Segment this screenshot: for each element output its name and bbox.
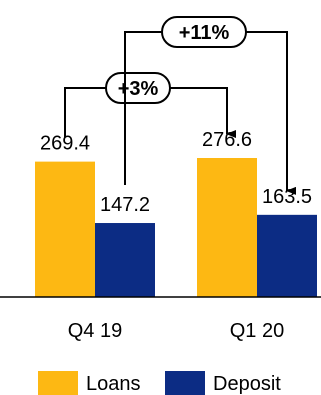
growth-annotations-layer: +3% +11% xyxy=(64,16,296,195)
data-label-loans-q1-20: 276.6 xyxy=(202,129,252,151)
data-labels-layer: 269.4 276.6 147.2 163.5 xyxy=(40,129,312,216)
legend: Loans Deposit xyxy=(38,371,281,395)
bar-loans-q4-19 xyxy=(35,161,95,297)
legend-swatch-loans xyxy=(38,371,78,395)
growth-pill-loans xyxy=(105,72,171,104)
growth-pill-deposit xyxy=(161,16,247,48)
legend-label-loans: Loans xyxy=(86,373,141,395)
legend-swatch-deposit xyxy=(165,371,205,395)
bar-deposit-q4-19 xyxy=(95,223,155,297)
bar-loans-q1-20 xyxy=(197,158,257,297)
bars-layer xyxy=(35,158,317,297)
growth-label-loans: +3% xyxy=(118,78,159,100)
data-label-deposit-q1-20: 163.5 xyxy=(262,186,312,208)
x-tick-label-q1-20: Q1 20 xyxy=(230,320,284,342)
x-tick-labels-layer: Q4 19 Q1 20 xyxy=(68,320,284,342)
growth-label-deposit: +11% xyxy=(179,22,230,44)
x-tick-label-q4-19: Q4 19 xyxy=(68,320,122,342)
legend-label-deposit: Deposit xyxy=(213,373,281,395)
bar-deposit-q1-20 xyxy=(257,214,317,297)
data-label-loans-q4-19: 269.4 xyxy=(40,133,90,155)
data-label-deposit-q4-19: 147.2 xyxy=(100,194,150,216)
